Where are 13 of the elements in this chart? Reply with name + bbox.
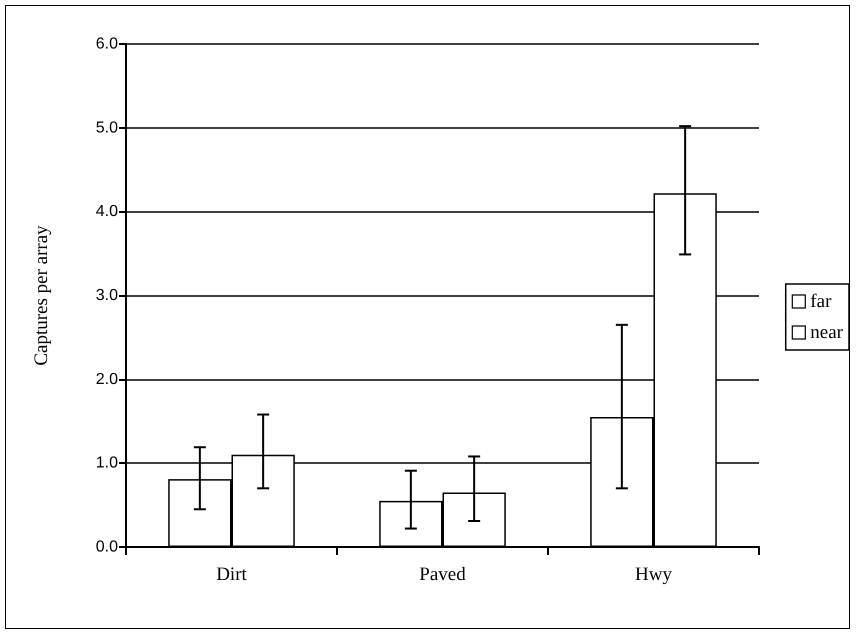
y-tick-label: 5.0: [96, 119, 118, 136]
y-tick-label: 2.0: [96, 370, 118, 388]
legend-label: far: [810, 291, 832, 312]
y-tick-label: 1.0: [96, 454, 118, 472]
y-tick-label: 0.0: [96, 538, 118, 556]
y-tick-label: 3.0: [96, 287, 118, 304]
y-tick-label: 6.0: [96, 36, 118, 52]
x-tick-label: Dirt: [216, 564, 248, 585]
legend-label: near: [810, 322, 844, 343]
y-axis-title: Captures per array: [31, 224, 52, 366]
x-tick-label: Paved: [419, 564, 466, 585]
x-tick-label: Hwy: [635, 564, 672, 585]
y-tick-label: 4.0: [96, 203, 118, 220]
